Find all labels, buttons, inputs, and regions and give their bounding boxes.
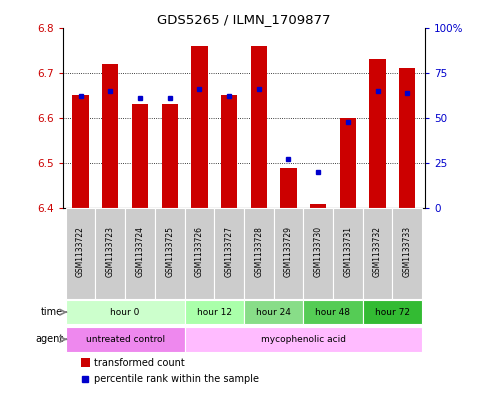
Bar xyxy=(244,208,273,299)
Bar xyxy=(66,327,185,351)
Text: untreated control: untreated control xyxy=(85,335,165,344)
Text: GSM1133730: GSM1133730 xyxy=(313,226,323,277)
Bar xyxy=(155,208,185,299)
Bar xyxy=(185,208,214,299)
Text: hour 12: hour 12 xyxy=(197,308,232,317)
Text: GSM1133724: GSM1133724 xyxy=(136,226,144,277)
Text: hour 0: hour 0 xyxy=(111,308,140,317)
Text: mycophenolic acid: mycophenolic acid xyxy=(261,335,346,344)
Bar xyxy=(66,300,185,324)
Bar xyxy=(333,208,363,299)
Bar xyxy=(251,46,267,208)
Bar xyxy=(72,95,89,208)
Bar xyxy=(191,46,208,208)
Bar xyxy=(280,167,297,208)
Bar xyxy=(303,208,333,299)
Text: GSM1133728: GSM1133728 xyxy=(254,226,263,277)
Text: GSM1133729: GSM1133729 xyxy=(284,226,293,277)
Text: GSM1133725: GSM1133725 xyxy=(165,226,174,277)
Text: GSM1133731: GSM1133731 xyxy=(343,226,352,277)
Bar xyxy=(102,64,118,208)
Text: hour 24: hour 24 xyxy=(256,308,291,317)
Bar xyxy=(221,95,237,208)
Bar xyxy=(340,118,356,208)
Text: GSM1133723: GSM1133723 xyxy=(106,226,115,277)
Text: GSM1133732: GSM1133732 xyxy=(373,226,382,277)
Text: GSM1133733: GSM1133733 xyxy=(403,226,412,277)
Bar xyxy=(363,208,392,299)
Bar xyxy=(363,300,422,324)
Bar xyxy=(132,104,148,208)
Text: hour 48: hour 48 xyxy=(315,308,351,317)
Text: GSM1133726: GSM1133726 xyxy=(195,226,204,277)
Text: percentile rank within the sample: percentile rank within the sample xyxy=(94,374,258,384)
Text: hour 72: hour 72 xyxy=(375,308,410,317)
Text: GSM1133722: GSM1133722 xyxy=(76,226,85,277)
Bar xyxy=(310,204,327,208)
Bar xyxy=(392,208,422,299)
Bar xyxy=(399,68,415,208)
Bar xyxy=(303,300,363,324)
Text: GSM1133727: GSM1133727 xyxy=(225,226,234,277)
Bar xyxy=(96,208,125,299)
Text: transformed count: transformed count xyxy=(94,358,185,367)
Bar xyxy=(185,327,422,351)
Bar xyxy=(214,208,244,299)
Bar xyxy=(161,104,178,208)
Bar xyxy=(244,300,303,324)
Bar xyxy=(273,208,303,299)
Bar xyxy=(185,300,244,324)
Bar xyxy=(125,208,155,299)
Bar xyxy=(369,59,386,208)
Bar xyxy=(66,208,96,299)
Text: time: time xyxy=(41,307,63,317)
Text: agent: agent xyxy=(35,334,63,344)
Bar xyxy=(81,358,90,367)
Title: GDS5265 / ILMN_1709877: GDS5265 / ILMN_1709877 xyxy=(157,13,331,26)
